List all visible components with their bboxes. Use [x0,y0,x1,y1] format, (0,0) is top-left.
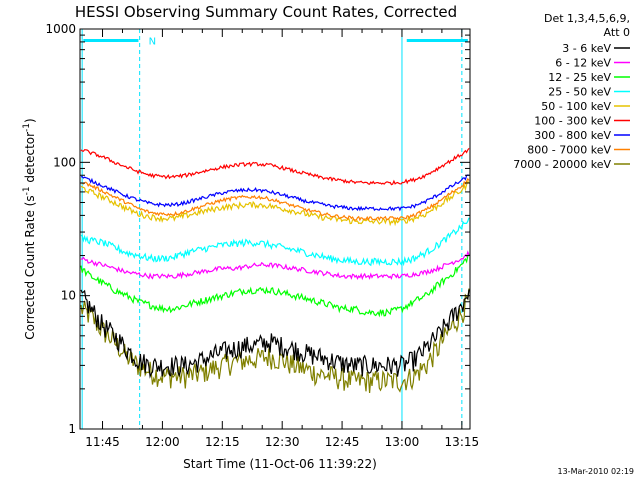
x-tick-label-0: 11:45 [85,435,120,449]
y-tick-label-1: 10 [61,289,76,303]
x-axis-label: Start Time (11-Oct-06 11:39:22) [183,457,377,471]
series-line-0 [80,289,470,379]
x-tick-label-1: 12:00 [145,435,180,449]
legend-label-1: 6 - 12 keV [555,57,611,70]
chart-title: HESSI Observing Summary Count Rates, Cor… [75,3,457,21]
x-tick-label-4: 12:45 [325,435,360,449]
plot-area: N [80,29,470,429]
legend-label-4: 50 - 100 keV [541,100,611,113]
legend: Det 1,3,4,5,6,9, Att 0 3 - 6 keV 6 - 12 k… [513,12,630,171]
legend-label-2: 12 - 25 keV [548,71,611,84]
y-tick-label-0: 1 [68,422,76,436]
y-axis: 1 10 100 1000 [45,22,470,436]
y-axis-label-sup1: -1 [22,186,32,195]
legend-label-3: 25 - 50 keV [548,86,611,99]
series-line-4 [80,181,470,227]
legend-header-line2: Att 0 [604,26,630,39]
x-tick-label-2: 12:15 [205,435,240,449]
x-axis: 11:45 12:00 12:15 12:30 12:45 13:00 13:15 [85,29,479,449]
legend-label-7: 800 - 7000 keV [527,144,611,157]
legend-label-6: 300 - 800 keV [534,129,611,142]
legend-label-8: 7000 - 20000 keV [513,158,611,171]
plot-frame [79,28,471,430]
night-marker: N [149,36,156,47]
x-tick-label-3: 12:30 [265,435,300,449]
x-tick-label-6: 13:15 [445,435,480,449]
legend-header-line1: Det 1,3,4,5,6,9, [544,12,630,25]
y-axis-label-part1: Corrected Count Rate (s [23,195,37,339]
x-tick-label-5: 13:00 [385,435,420,449]
legend-label-0: 3 - 6 keV [562,42,611,55]
y-tick-label-2: 100 [53,155,76,169]
series-line-5 [80,147,470,186]
legend-label-5: 100 - 300 keV [534,115,611,128]
series-line-3 [80,217,470,267]
y-axis-label-part3: ) [23,118,37,123]
y-tick-label-3: 1000 [45,22,76,36]
series-line-8 [80,288,470,394]
series-line-6 [80,174,470,212]
series-line-2 [80,253,470,318]
y-axis-label-sup2: -1 [22,123,32,132]
series-line-7 [81,177,470,222]
y-axis-label: Corrected Count Rate (s-1 detector-1) [22,118,37,339]
series-line-1 [80,250,470,281]
footer-timestamp: 13-Mar-2010 02:19 [558,467,635,476]
y-axis-label-part2: detector [23,132,37,187]
